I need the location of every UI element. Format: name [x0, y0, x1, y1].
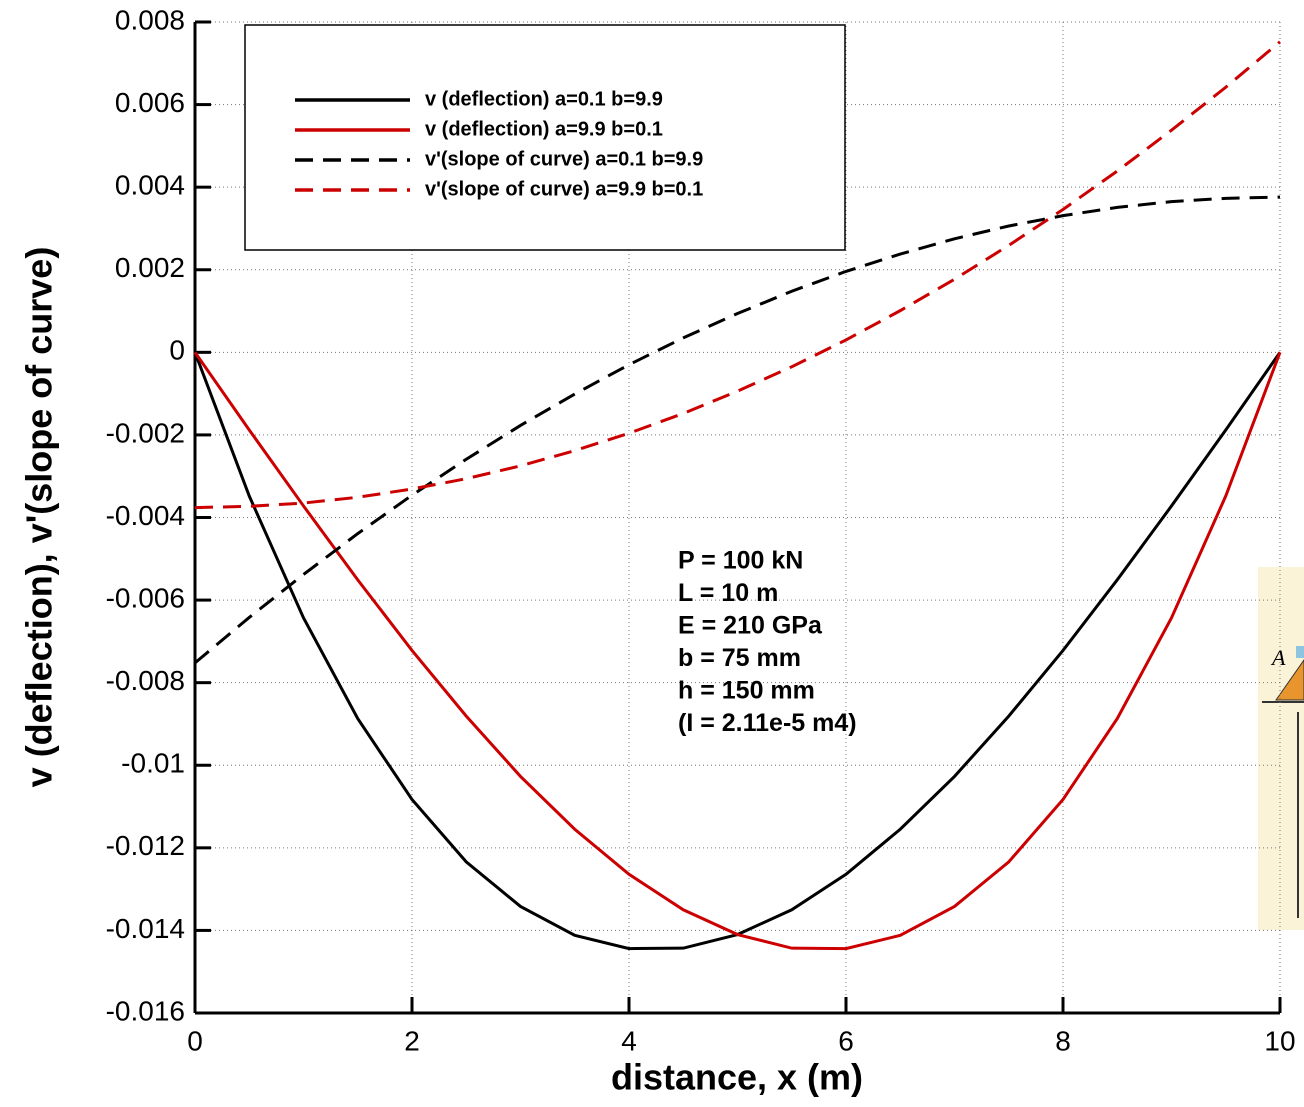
y-tick-label: -0.012: [106, 830, 185, 861]
legend-box: [244, 24, 846, 251]
inset-pin: [1296, 646, 1304, 658]
y-tick-label: -0.006: [106, 582, 185, 613]
y-tick-label: -0.008: [106, 665, 185, 696]
legend: v (deflection) a=0.1 b=9.9 v (deflection)…: [244, 24, 846, 251]
annotation: h = 150 mm: [678, 677, 815, 705]
annotation: b = 75 mm: [678, 644, 801, 672]
y-tick-label: 0.004: [115, 170, 185, 201]
x-tick-label: 0: [187, 1025, 203, 1056]
legend-label: v (deflection) a=9.9 b=0.1: [425, 118, 663, 140]
y-tick-label: -0.002: [106, 417, 185, 448]
annotation: (I = 2.11e-5 m4): [678, 709, 857, 737]
data-line: [193, 351, 1282, 951]
x-tick-label: 6: [838, 1025, 854, 1056]
legend-label: v (deflection) a=0.1 b=9.9: [425, 88, 663, 110]
x-axis-title: distance, x (m): [611, 1057, 863, 1098]
inset-figure: A: [1258, 567, 1304, 930]
x-tick-label: 4: [621, 1025, 637, 1056]
inset-background: [1258, 567, 1304, 930]
legend-label: v'(slope of curve) a=0.1 b=9.9: [425, 148, 703, 170]
inset-support: [1275, 659, 1304, 701]
data-line: [194, 195, 1281, 664]
y-tick-label: 0.008: [115, 4, 185, 35]
annotation: E = 210 GPa: [678, 612, 823, 640]
y-tick-label: -0.014: [106, 913, 185, 944]
x-tick-label: 2: [404, 1025, 420, 1056]
annotation: P = 100 kN: [678, 547, 803, 575]
y-tick-label: 0: [169, 335, 185, 366]
y-tick-label: 0.006: [115, 87, 185, 118]
y-tick-label: -0.016: [106, 995, 185, 1026]
legend-label: v'(slope of curve) a=9.9 b=0.1: [425, 178, 703, 200]
inset-label: A: [1270, 645, 1286, 670]
y-tick-label: -0.01: [121, 748, 185, 779]
x-tick-label: 10: [1264, 1025, 1295, 1056]
y-tick-label: -0.004: [106, 500, 185, 531]
y-axis-title: v (deflection), v'(slope of curve): [19, 247, 60, 788]
y-tick-label: 0.002: [115, 252, 185, 283]
data-line: [194, 40, 1281, 510]
annotation: L = 10 m: [678, 579, 778, 607]
x-tick-label: 8: [1055, 1025, 1071, 1056]
